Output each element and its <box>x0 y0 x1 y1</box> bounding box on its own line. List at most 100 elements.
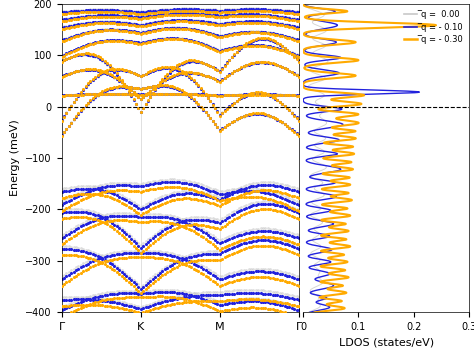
Point <box>65 71 73 76</box>
Point <box>278 92 286 98</box>
Point <box>221 32 228 37</box>
Point <box>281 14 289 20</box>
Point <box>214 92 221 98</box>
Point <box>171 253 178 259</box>
Point <box>74 46 82 52</box>
Point <box>142 182 149 188</box>
Point <box>91 294 99 300</box>
Point <box>106 12 113 18</box>
Point <box>80 51 87 57</box>
Point <box>135 289 142 294</box>
Point <box>132 15 140 21</box>
Point <box>103 38 111 43</box>
Point <box>209 102 217 107</box>
Point <box>252 297 260 302</box>
Point <box>80 86 87 92</box>
Point <box>164 192 171 197</box>
Point <box>154 13 161 19</box>
Point <box>276 63 283 69</box>
Point <box>264 37 272 42</box>
Point <box>173 293 181 299</box>
Point <box>281 185 289 190</box>
Point <box>257 187 264 193</box>
Point <box>84 92 92 97</box>
Point <box>252 290 260 296</box>
Point <box>185 92 192 98</box>
Point <box>96 55 104 60</box>
Point <box>87 91 94 97</box>
Point <box>185 222 192 228</box>
Point <box>89 13 97 19</box>
Point <box>84 297 92 302</box>
Point <box>255 6 262 12</box>
Point <box>250 29 257 35</box>
Point <box>178 36 185 41</box>
Point <box>295 37 303 43</box>
Point <box>180 8 188 14</box>
Point <box>247 266 255 272</box>
Point <box>295 186 303 192</box>
Point <box>135 72 142 78</box>
Point <box>80 105 87 111</box>
Point <box>192 70 200 76</box>
Point <box>286 239 293 245</box>
Point <box>204 44 212 50</box>
Point <box>171 91 178 97</box>
Point <box>262 18 269 24</box>
Point <box>216 188 224 194</box>
Point <box>168 289 176 295</box>
Point <box>67 209 75 215</box>
Point <box>154 66 161 72</box>
Point <box>166 25 173 31</box>
Point <box>82 91 90 97</box>
Point <box>257 182 264 188</box>
Point <box>123 83 130 89</box>
Point <box>175 262 183 268</box>
Point <box>228 218 236 224</box>
Point <box>207 7 214 13</box>
Point <box>190 191 197 196</box>
Point <box>180 70 188 75</box>
Point <box>158 36 166 42</box>
Point <box>233 195 240 200</box>
Point <box>264 12 272 18</box>
Point <box>158 64 166 70</box>
Point <box>243 228 250 233</box>
Point <box>255 19 262 24</box>
Point <box>202 6 210 12</box>
Point <box>235 43 243 49</box>
Point <box>106 9 113 15</box>
Point <box>278 46 286 52</box>
Point <box>276 268 283 274</box>
Point <box>197 192 204 197</box>
Point <box>202 7 210 13</box>
Point <box>115 28 123 33</box>
Point <box>192 191 200 197</box>
Point <box>60 37 68 42</box>
Point <box>200 185 207 191</box>
Point <box>168 193 176 199</box>
Point <box>216 274 224 279</box>
Point <box>295 236 303 241</box>
Point <box>190 27 197 32</box>
Point <box>132 219 140 224</box>
Point <box>132 92 140 97</box>
Point <box>266 269 274 275</box>
Point <box>130 30 137 36</box>
Point <box>247 92 255 97</box>
Point <box>151 10 159 15</box>
Point <box>235 47 243 52</box>
Point <box>99 28 106 33</box>
Point <box>101 186 109 191</box>
Point <box>281 303 289 309</box>
Point <box>171 25 178 31</box>
Point <box>113 26 120 32</box>
Point <box>178 18 185 24</box>
Point <box>216 302 224 308</box>
Point <box>171 73 178 79</box>
Point <box>185 93 192 99</box>
Point <box>142 71 149 76</box>
Point <box>110 213 118 219</box>
Point <box>247 203 255 209</box>
Point <box>89 91 97 97</box>
